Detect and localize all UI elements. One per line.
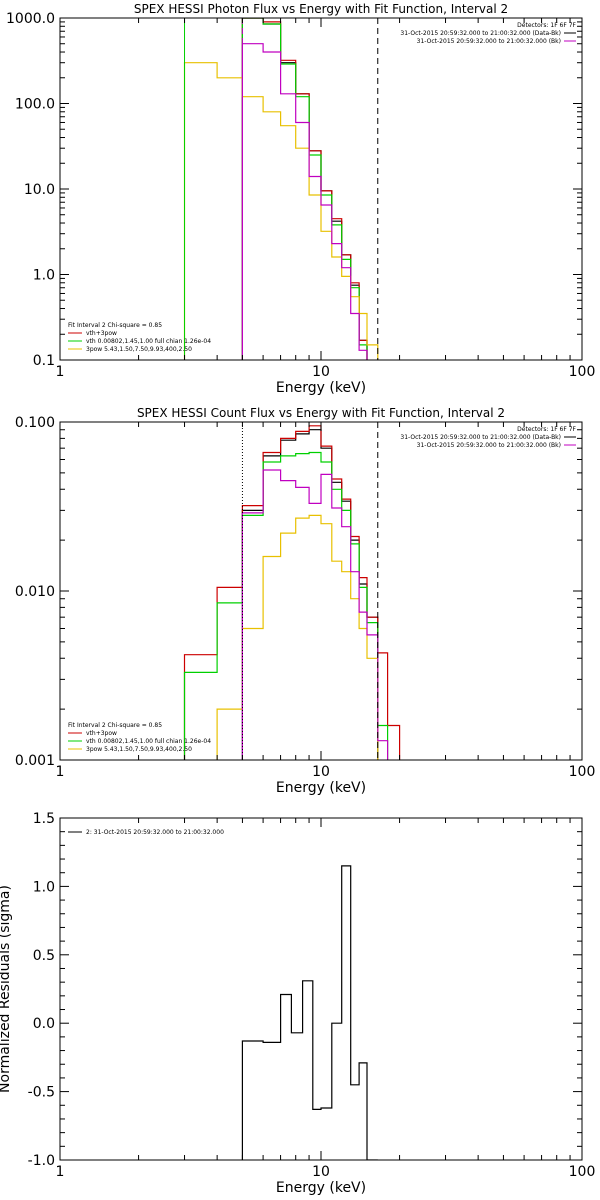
y-tick-label: 100.0 (15, 97, 55, 113)
x-tick-label: 10 (312, 764, 330, 780)
y-tick-label: -0.5 (28, 1085, 55, 1101)
y-axis-label: Normalized Residuals (sigma) (0, 885, 13, 1093)
x-tick-label: 100 (569, 364, 596, 380)
y-tick-label: -1.0 (28, 1153, 55, 1169)
chart-title: SPEX HESSI Photon Flux vs Energy with Fi… (134, 2, 508, 16)
x-axis-label: Energy (keV) (276, 780, 366, 796)
legend-entry: Fit Interval 2 Chi-square = 0.85 (68, 722, 162, 729)
y-tick-label: 0.5 (33, 948, 55, 964)
legend-entry: 31-Oct-2015 20:59:32.000 to 21:00:32.000… (417, 38, 561, 45)
x-tick-label: 100 (569, 1164, 596, 1180)
x-tick-label: 10 (312, 364, 330, 380)
series-total (183, 425, 401, 760)
legend-entry: 2: 31-Oct-2015 20:59:32.000 to 21:00:32.… (86, 829, 224, 836)
x-axis-label: Energy (keV) (276, 380, 366, 396)
x-axis-label: Energy (keV) (276, 1180, 366, 1196)
series-powerlaw (183, 62, 379, 360)
legend-entry: vth 0.00802,1.45,1.00 full chian 1.26e-0… (86, 338, 211, 345)
series-data (241, 18, 368, 360)
x-tick-label: 1 (56, 764, 65, 780)
y-tick-label: 0.0 (33, 1016, 55, 1032)
x-tick-label: 1 (56, 1164, 65, 1180)
series-bk (241, 43, 368, 360)
plot-frame (59, 421, 583, 761)
chart-photon: 1 10 100 0.1 1.0 10.0 100.0 1000.0 SPEX HESSI Ph… (6, 2, 595, 396)
legend-entry: 31-Oct-2015 20:59:32.000 to 21:00:32.000… (400, 30, 561, 37)
legend-entry: 3pow 5.43,1.50,7.50,9.93,400,2.50 (86, 346, 192, 353)
legend-entry: vth+3pow (86, 730, 117, 737)
legend-entry: 31-Oct-2015 20:59:32.000 to 21:00:32.000… (400, 434, 561, 441)
chart-resid: 1 10 100 -1.0 -0.5 0.0 0.5 1.0 1.5 Energy (keV) No… (0, 811, 595, 1196)
series-total (241, 18, 368, 360)
chart-title: SPEX HESSI Count Flux vs Energy with Fit… (137, 406, 505, 420)
x-tick-label: 10 (312, 1164, 330, 1180)
series-group (241, 865, 378, 1160)
x-tick-label: 1 (56, 364, 65, 380)
legend-entry: Detectors: 1F 6F 7F (517, 22, 576, 29)
series-bk (241, 469, 389, 760)
y-tick-label: 1.0 (33, 879, 55, 895)
legend-entry: vth+3pow (86, 330, 117, 337)
legend-entry: Detectors: 1F 6F 7F (517, 426, 576, 433)
y-tick-label: 0.1 (33, 353, 55, 369)
series-data (241, 429, 379, 760)
y-tick-label: 0.010 (15, 584, 55, 600)
x-tick-label: 100 (569, 764, 596, 780)
y-tick-label: 0.100 (15, 415, 55, 431)
legend-entry: 3pow 5.43,1.50,7.50,9.93,400,2.50 (86, 746, 192, 753)
series-group (183, 18, 379, 360)
legend-entry: vth 0.00802,1.45,1.00 full chian 1.26e-0… (86, 738, 211, 745)
legend-entry: 31-Oct-2015 20:59:32.000 to 21:00:32.000… (417, 442, 561, 449)
y-tick-label: 10.0 (24, 182, 55, 198)
series-resid (241, 865, 378, 1160)
series-powerlaw (216, 514, 379, 760)
legend-entry: Fit Interval 2 Chi-square = 0.85 (68, 322, 162, 329)
y-tick-label: 1000.0 (6, 11, 55, 27)
series-thermal (241, 18, 368, 360)
chart-count: 1 10 100 0.001 0.010 0.100 SPEX HESSI Count Fl… (15, 406, 595, 796)
y-tick-label: 1.0 (33, 268, 55, 284)
y-tick-label: 1.5 (33, 811, 55, 827)
series-thermal (183, 451, 389, 760)
series-group (183, 425, 401, 760)
y-tick-label: 0.001 (15, 753, 55, 769)
